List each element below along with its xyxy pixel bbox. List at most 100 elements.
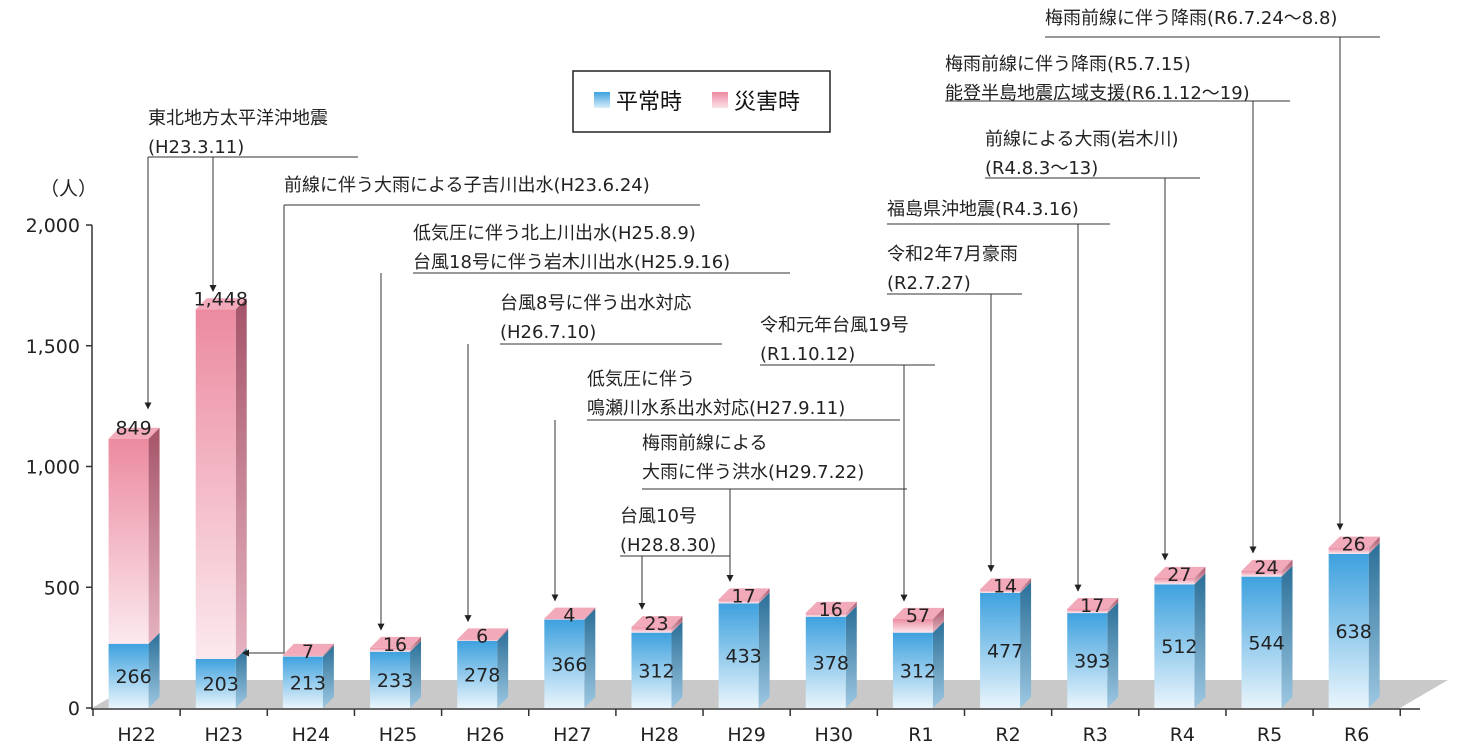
bar-group-H29: 433 17 (718, 585, 770, 708)
value-label-normal: 544 (1248, 632, 1284, 654)
bar-side-normal (1107, 602, 1119, 708)
annotation-text: (H28.8.30) (620, 535, 716, 556)
bar-group-R3: 393 17 (1067, 595, 1119, 708)
bar-side-normal (845, 605, 857, 708)
bar-normal (457, 640, 498, 708)
annotation-text: (R1.10.12) (760, 344, 855, 365)
value-label-normal: 378 (813, 652, 849, 674)
bar-normal (980, 592, 1021, 708)
annotation-text: 低気圧に伴う北上川出水(H25.8.9) (413, 223, 696, 244)
bar-side-normal (322, 645, 334, 708)
bar-normal (370, 651, 411, 708)
bar-top (1154, 566, 1206, 578)
bar-top (631, 616, 683, 628)
annotation: 福島県沖地震(R4.3.16) (887, 199, 1110, 592)
bar-side-disaster (1107, 597, 1119, 614)
legend-box (572, 70, 831, 133)
value-label-disaster: 17 (732, 585, 756, 607)
bar-normal (1328, 553, 1369, 708)
value-label-normal: 203 (203, 673, 239, 695)
bar-disaster (1328, 547, 1369, 554)
x-axis-ticks: H22 H23 H24 H25 H26 H27 H28 H29 H30 R1 R2 R3 R4 R5 R6 (92, 709, 1401, 746)
annotation-text: 台風8号に伴う出水対応 (500, 293, 691, 314)
x-tick-label: R6 (1344, 724, 1369, 746)
value-label-disaster: 24 (1254, 557, 1278, 579)
bar-side-normal (1020, 581, 1032, 708)
annotation-text: 鳴瀬川水系出水対応(H27.9.11) (587, 398, 845, 419)
bar-disaster (195, 309, 236, 659)
bar-normal (1067, 613, 1108, 708)
bar-normal (631, 632, 672, 708)
bar-side-normal (932, 621, 944, 708)
bar-disaster (370, 647, 411, 652)
bar-side-normal (148, 632, 160, 708)
annotation-text: 梅雨前線に伴う降雨(R6.7.24〜8.8) (1045, 8, 1337, 29)
value-label-disaster: 4 (563, 605, 575, 627)
y-tick-label: 1,000 (26, 457, 80, 479)
bar-disaster (1067, 608, 1108, 614)
value-label-disaster: 26 (1342, 534, 1366, 556)
bar-normal (892, 632, 933, 708)
bar-side-normal (410, 640, 422, 708)
x-tick-label: H28 (640, 724, 678, 746)
bar-top (195, 298, 247, 310)
bar-normal (195, 658, 236, 708)
bar-group-R2: 477 14 (980, 575, 1032, 708)
bar-top (282, 643, 334, 655)
bar-side-disaster (671, 616, 683, 633)
bar-top (980, 578, 1032, 590)
annotation: 梅雨前線に伴う降雨(R5.7.15) 能登半島地震広域支援(R6.1.12〜19) (945, 54, 1290, 554)
value-label-normal: 233 (377, 670, 413, 692)
annotation-text: 低気圧に伴う (587, 369, 695, 390)
bar-normal (282, 656, 323, 708)
x-tick-label: R2 (995, 724, 1020, 746)
annotation-text: 大雨に伴う洪水(H29.7.22) (642, 462, 864, 483)
annotation: 台風8号に伴う出水対応 (H26.7.10) (464, 293, 722, 623)
bar-side-normal (584, 608, 596, 708)
annotation-text: 前線に伴う大雨による子吉川出水(H23.6.24) (284, 175, 650, 196)
annotation: 前線に伴う大雨による子吉川出水(H23.6.24) (242, 175, 700, 657)
bar-top (1241, 559, 1293, 571)
annotation: 低気圧に伴う北上川出水(H25.8.9) 台風18号に伴う岩木川出水(H25.9.… (377, 223, 790, 631)
annotation: 令和2年7月豪雨 (R2.7.27) (887, 244, 1022, 573)
value-label-disaster: 16 (383, 634, 407, 656)
bar-side-disaster (148, 427, 160, 644)
bar-top (1067, 597, 1119, 609)
y-tick-label: 500 (44, 577, 80, 599)
bar-group-H28: 312 23 (631, 613, 683, 708)
x-tick-label: R5 (1257, 724, 1282, 746)
value-label-disaster: 1,448 (194, 288, 248, 310)
annotation-text: 台風10号 (620, 506, 697, 527)
bar-disaster (1154, 577, 1195, 585)
bar-group-H22: 266 849 (108, 418, 160, 708)
bar-top (370, 636, 422, 648)
bar-side-normal (235, 647, 247, 708)
bar-side-normal (758, 592, 770, 708)
annotation: 梅雨前線に伴う降雨(R6.7.24〜8.8) (1045, 8, 1380, 531)
value-label-normal: 477 (987, 640, 1023, 662)
bar-side-disaster (584, 607, 596, 620)
value-label-normal: 312 (638, 660, 674, 682)
x-tick-label: H24 (292, 724, 330, 746)
annotation-text: (R4.8.3〜13) (985, 158, 1098, 179)
bar-side-disaster (322, 643, 334, 657)
bar-normal (718, 603, 759, 708)
x-tick-label: H30 (815, 724, 853, 746)
legend-swatch-disaster (712, 92, 728, 108)
value-label-disaster: 23 (644, 613, 668, 635)
value-label-disaster: 17 (1080, 595, 1104, 617)
value-label-disaster: 849 (115, 418, 151, 440)
annotation: 東北地方太平洋沖地震 (H23.3.11) (144, 108, 358, 410)
x-tick-label: R4 (1170, 724, 1195, 746)
bar-disaster (980, 589, 1021, 593)
bar-group-H23: 203 1,448 (194, 288, 248, 708)
bar-group-R4: 512 27 (1154, 564, 1206, 708)
bar-group-R6: 638 26 (1328, 534, 1380, 708)
annotation-text: (H23.3.11) (148, 137, 244, 158)
bar-side-normal (1194, 573, 1206, 708)
bar-normal (1241, 576, 1282, 708)
bar-disaster (457, 639, 498, 641)
y-axis-unit: （人） (40, 178, 97, 200)
